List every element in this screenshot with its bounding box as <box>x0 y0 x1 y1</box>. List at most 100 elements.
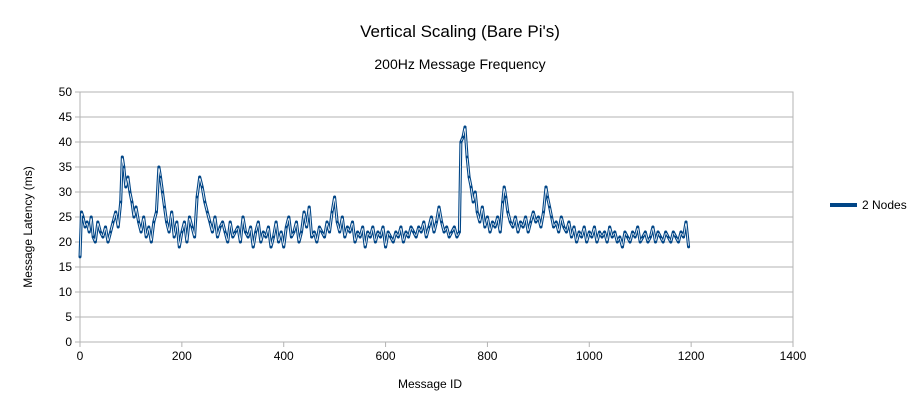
data-point <box>261 230 265 234</box>
data-point <box>305 225 308 229</box>
x-tick-label: 1200 <box>678 349 705 363</box>
data-point <box>340 215 344 219</box>
data-point <box>440 220 443 224</box>
data-point <box>643 230 647 234</box>
data-point <box>654 240 657 244</box>
data-point <box>396 235 400 239</box>
data-point <box>550 215 553 219</box>
data-point <box>279 230 283 234</box>
data-point <box>422 220 426 224</box>
data-point <box>167 230 171 234</box>
data-point <box>358 235 362 239</box>
data-point <box>570 235 573 239</box>
data-point <box>363 245 367 249</box>
data-point <box>208 220 212 224</box>
data-point <box>445 225 449 229</box>
data-point <box>239 240 242 244</box>
data-point <box>463 125 467 129</box>
data-point <box>256 220 260 224</box>
y-tick-label: 50 <box>59 85 73 99</box>
data-point <box>274 220 278 224</box>
y-tick-label: 45 <box>59 110 73 124</box>
y-axis-ticks: 0 5 10 15 20 25 30 35 40 45 50 <box>59 85 80 349</box>
data-point <box>582 225 586 229</box>
data-point <box>554 220 558 224</box>
y-tick-label: 20 <box>59 235 73 249</box>
data-point <box>87 230 91 234</box>
data-point <box>504 195 508 199</box>
data-point <box>264 235 268 239</box>
data-point <box>89 215 93 219</box>
data-point <box>198 175 202 179</box>
data-point <box>320 230 324 234</box>
data-point <box>430 215 433 219</box>
data-point <box>478 220 482 224</box>
data-point <box>244 230 247 234</box>
data-point <box>119 200 123 204</box>
data-point <box>190 225 194 229</box>
data-point <box>188 215 191 219</box>
legend: 2 Nodes <box>830 198 907 212</box>
y-tick-label: 0 <box>65 335 72 349</box>
data-point <box>104 225 107 229</box>
data-point <box>205 210 209 214</box>
data-point <box>241 215 245 219</box>
x-axis-label: Message ID <box>398 377 462 391</box>
data-point <box>577 230 581 234</box>
data-point <box>603 230 606 234</box>
data-point <box>91 235 95 239</box>
data-point <box>228 220 232 224</box>
data-point <box>488 230 492 234</box>
data-point <box>557 230 561 234</box>
data-point <box>246 235 250 239</box>
data-point <box>170 210 174 214</box>
data-point <box>628 240 632 244</box>
data-point <box>163 205 166 209</box>
data-point <box>407 235 410 239</box>
data-point <box>277 240 280 244</box>
data-point <box>323 235 326 239</box>
data-point <box>615 240 619 244</box>
data-point <box>216 235 219 239</box>
data-point <box>384 245 387 249</box>
data-point <box>524 215 527 219</box>
data-point <box>223 230 227 234</box>
data-point <box>402 240 405 244</box>
data-point <box>147 225 151 229</box>
data-point <box>480 205 484 209</box>
data-point <box>109 230 112 234</box>
data-point <box>328 230 331 234</box>
data-point <box>687 245 690 249</box>
data-point <box>404 230 408 234</box>
data-point <box>267 225 270 229</box>
data-point <box>506 210 510 214</box>
data-point <box>78 255 82 259</box>
data-point <box>394 230 398 234</box>
x-tick-label: 400 <box>274 349 294 363</box>
data-point <box>132 215 136 219</box>
data-point <box>531 210 535 214</box>
data-point <box>521 225 525 229</box>
data-point <box>575 240 578 244</box>
data-point <box>292 230 296 234</box>
data-point <box>469 185 473 189</box>
data-point <box>96 220 100 224</box>
data-point <box>116 225 120 229</box>
data-point <box>519 220 522 224</box>
data-point <box>548 205 551 209</box>
y-tick-label: 30 <box>59 185 73 199</box>
data-point <box>302 210 306 214</box>
data-point <box>608 225 612 229</box>
data-point <box>149 240 153 244</box>
data-point <box>282 245 286 249</box>
data-point <box>318 225 321 229</box>
data-point <box>284 225 288 229</box>
data-point <box>379 235 382 239</box>
data-point <box>437 205 441 209</box>
x-tick-label: 200 <box>172 349 192 363</box>
data-point <box>172 235 176 239</box>
data-point <box>221 220 225 224</box>
data-point <box>114 210 118 214</box>
data-point <box>386 230 390 234</box>
